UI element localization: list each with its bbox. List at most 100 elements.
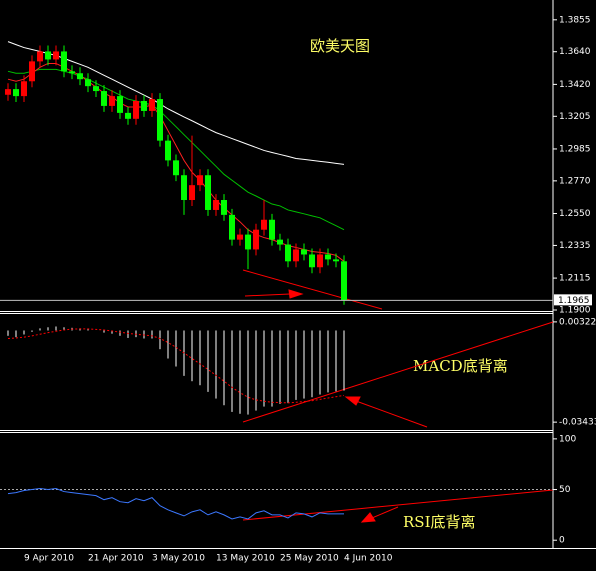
divergence-lines [242,269,554,523]
divergence-line [242,321,554,423]
candle-body [309,254,315,268]
histogram-bar [327,330,329,393]
y-tick-label: 1.2770 [559,176,591,186]
histogram-bar [255,330,257,411]
candle-body [37,51,43,62]
candle-body [117,96,123,113]
histogram-bar [191,330,193,382]
histogram-bar [215,330,217,399]
histogram-bar [111,330,113,334]
x-tick-label: 9 Apr 2010 [24,554,74,564]
candle-body [85,79,91,87]
histogram-bar [247,330,249,415]
histogram-bar [7,330,9,336]
candle-body [277,239,283,245]
y-tick-label: 1.2550 [559,209,591,219]
histogram-bar [31,330,33,332]
divergence-line [242,269,383,310]
histogram-bar [231,330,233,412]
histogram-bar [151,330,153,339]
candle-body [69,71,75,74]
histogram-bar [239,330,241,414]
y-tick-label: 1.3420 [559,80,591,90]
candle-body [221,200,227,215]
y-tick-label: 1.2115 [559,274,591,284]
candle-body [109,96,115,106]
candle-body [325,254,331,260]
candle-body [197,175,203,186]
histogram-bar [319,330,321,395]
candle-body [5,89,11,95]
histogram-bar [343,330,345,391]
candle-body [237,234,243,240]
histogram-bar [79,328,81,331]
y-tick-label: 50 [559,485,571,495]
y-tick-label: 0 [559,536,565,546]
x-tick-label: 25 May 2010 [280,554,339,564]
y-tick-label: 1.1900 [559,306,591,316]
candle-body [285,244,291,262]
histogram-bar [167,330,169,359]
candle-body [133,101,139,119]
arrow [355,400,428,428]
histogram-bar [119,330,121,336]
histogram-bar [23,330,25,335]
x-tick-label: 21 Apr 2010 [88,554,144,564]
histogram-bar [311,330,313,398]
candle-body [205,175,211,210]
last-price-label: 1.1965 [558,296,590,306]
histogram-bar [47,327,49,331]
x-tick-label: 4 Jun 2010 [344,554,393,564]
candle-body [341,261,347,301]
histogram-bar [127,330,129,338]
x-tick-label: 3 May 2010 [152,554,205,564]
histogram-bar [303,330,305,399]
candle-body [301,249,307,255]
divergence-line [242,489,554,521]
candle-body [261,219,267,230]
histogram-bar [295,330,297,400]
histogram-bar [263,330,265,407]
x-tick-label: 13 May 2010 [216,554,275,564]
candle-body [317,254,323,268]
candle-body [125,112,131,119]
histogram-bar [199,330,201,386]
histogram-bar [143,330,145,339]
candle-body [157,99,163,141]
signal-line [7,328,345,404]
chart-title: 欧美天图 [310,37,370,55]
candle-body [253,229,259,250]
candle-body [293,249,299,262]
candle-body [101,91,107,106]
candle-body [53,51,59,60]
y-tick-label: 0.00322 [559,317,596,327]
annotation: RSI底背离 [403,513,476,531]
candle-body [77,73,83,80]
candle-body [181,175,187,201]
histogram-bar [279,330,281,404]
candle-body [93,86,99,92]
histogram-bar [55,326,57,331]
rsi-line [7,488,344,520]
histogram-bar [271,330,273,407]
arrow-head [344,396,361,406]
arrow-head [288,289,304,299]
arrow-head [360,512,376,523]
candle-body [213,200,219,210]
arrow [244,293,291,297]
candle-body [61,51,67,72]
histogram-bar [39,328,41,331]
arrow [371,506,399,519]
candle-body [21,81,27,97]
histogram-bar [103,330,105,333]
candle-body [141,101,147,111]
y-tick-label: 1.2985 [559,144,591,154]
candle-body [149,99,155,111]
candle-body [165,140,171,161]
y-tick-label: 100 [559,434,576,444]
annotation: MACD底背离 [413,357,508,375]
histogram-bar [15,330,17,338]
histogram-bar [63,327,65,331]
candle-body [189,185,195,201]
